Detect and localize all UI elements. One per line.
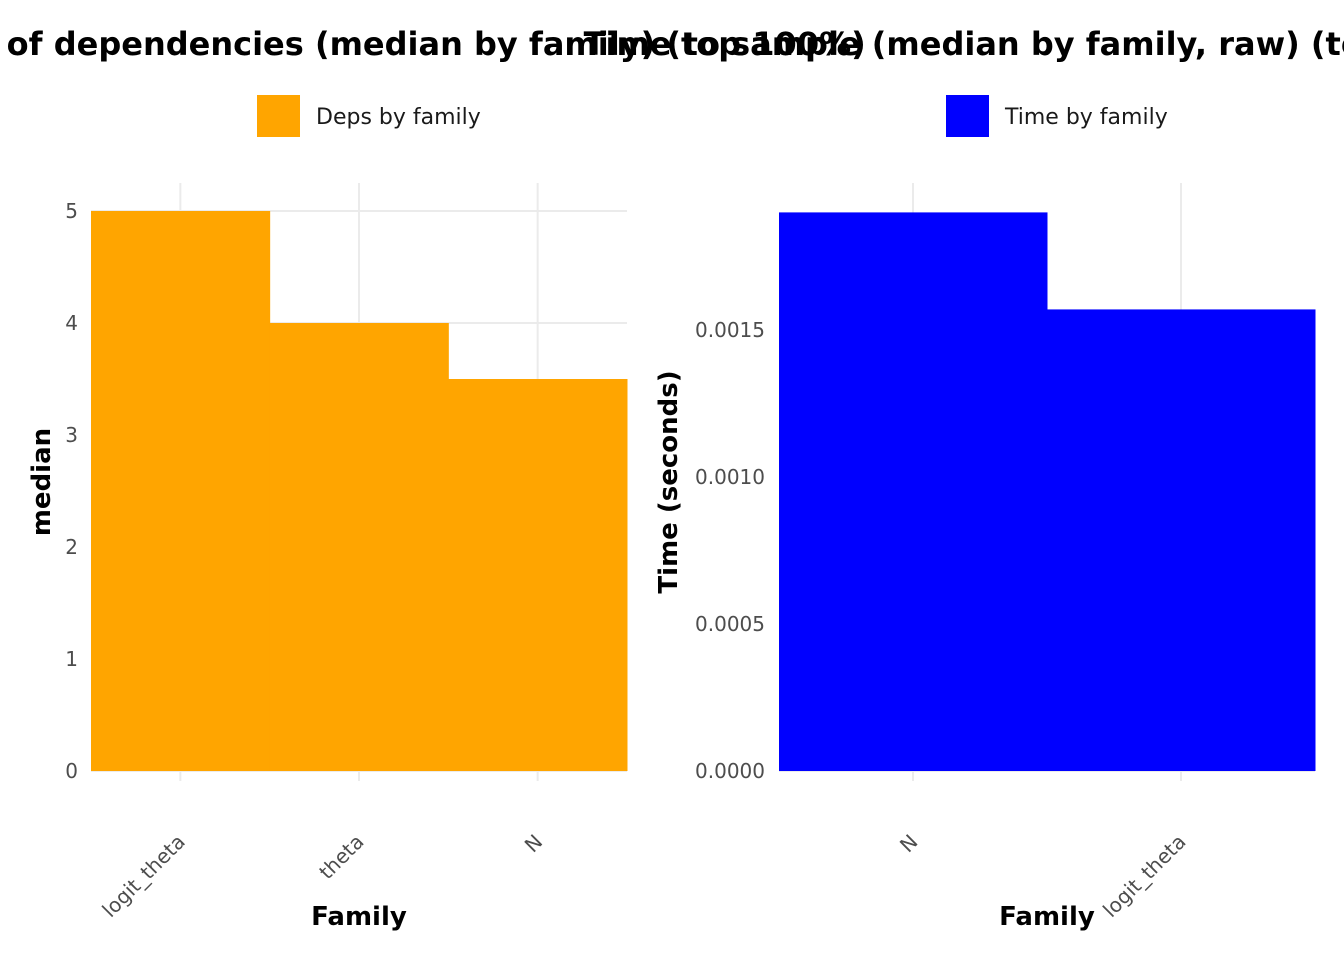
time-y-ticks: 0.0000 0.0005 0.0010 0.0015 — [695, 318, 765, 783]
deps-y-tick-label: 0 — [65, 759, 78, 783]
deps-legend-label: Deps by family — [316, 105, 481, 130]
time-x-tick-label: N — [895, 830, 923, 858]
time-x-axis-title: Family — [999, 902, 1095, 932]
time-bar — [1047, 309, 1316, 771]
time-bar — [779, 212, 1048, 771]
deps-chart-panel: 0 1 2 3 4 5 logit_theta theta N Family median D… — [27, 95, 628, 932]
deps-x-tick-label: N — [520, 830, 548, 858]
time-legend-swatch — [946, 95, 989, 137]
deps-y-tick-label: 3 — [65, 423, 78, 447]
deps-y-tick-label: 5 — [65, 199, 78, 223]
time-bars — [779, 212, 1316, 771]
deps-y-tick-label: 4 — [65, 311, 78, 335]
time-y-tick-label: 0.0000 — [695, 759, 765, 783]
deps-x-tick-label: logit_theta — [97, 830, 189, 922]
time-legend-label: Time by family — [1004, 105, 1168, 130]
deps-x-tick-label: theta — [314, 830, 368, 884]
time-y-tick-label: 0.0015 — [695, 318, 765, 342]
deps-bar — [269, 323, 449, 771]
deps-bars — [91, 211, 628, 771]
deps-legend-swatch — [257, 95, 300, 137]
time-y-tick-label: 0.0010 — [695, 465, 765, 489]
time-x-tick-label: logit_theta — [1098, 830, 1190, 922]
deps-y-ticks: 0 1 2 3 4 5 — [65, 199, 78, 783]
deps-y-tick-label: 1 — [65, 647, 78, 671]
time-y-axis-title: Time (seconds) — [654, 370, 684, 593]
time-chart-title: Time to sample (median by family, raw) (… — [584, 25, 1344, 63]
deps-y-tick-label: 2 — [65, 535, 78, 559]
deps-x-axis-title: Family — [311, 902, 407, 932]
time-y-tick-label: 0.0005 — [695, 612, 765, 636]
deps-bar — [448, 379, 628, 771]
deps-y-axis-title: median — [27, 428, 57, 536]
deps-chart-title: Number of dependencies (median by family… — [0, 25, 866, 63]
deps-bar — [91, 211, 271, 771]
